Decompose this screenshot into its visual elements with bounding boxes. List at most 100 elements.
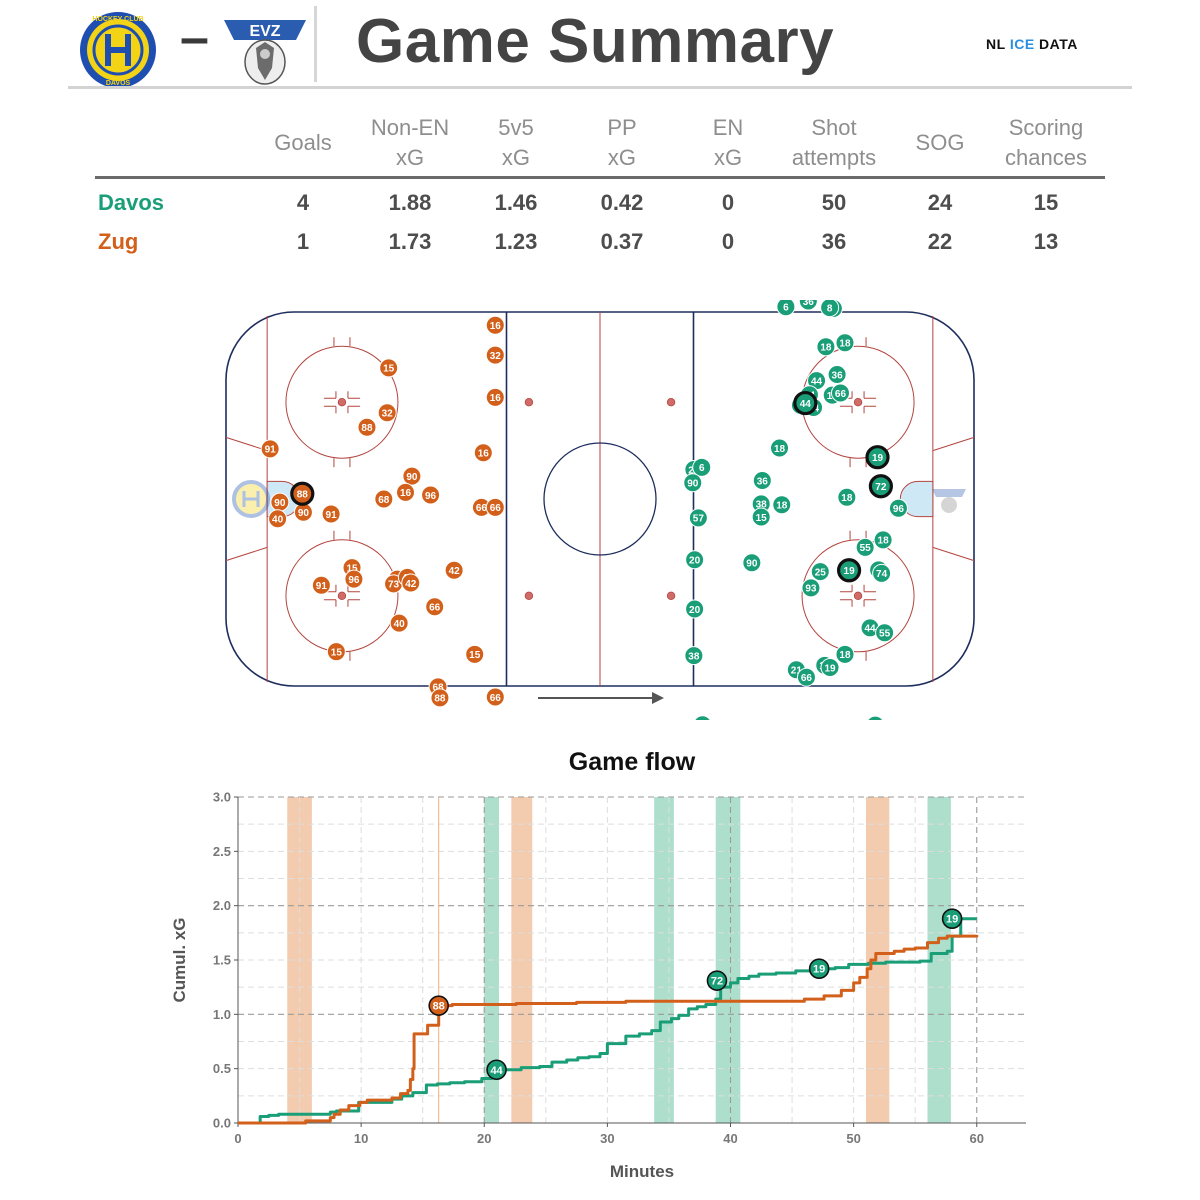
zug-shot-label: 16: [478, 449, 490, 460]
evz-logo: EVZ: [224, 20, 306, 85]
davos-shot: 18: [837, 487, 857, 507]
faceoff-l-mark: [347, 599, 360, 607]
goal-marker-label: 44: [490, 1065, 503, 1077]
davos-shot-label: 57: [693, 514, 705, 525]
zug-shot-circle: [321, 504, 341, 524]
faceoff-l-mark: [323, 599, 337, 607]
zug-shot: 15: [326, 642, 346, 662]
zug-shot-label: 16: [400, 488, 412, 499]
faceoff-l-mark: [840, 584, 853, 593]
x-tick-label: 40: [723, 1131, 737, 1146]
stats-header-rule: [95, 176, 1105, 179]
zug-shot: 66: [425, 597, 445, 617]
davos-shot-circle: [694, 715, 711, 720]
davos-shot-label: 74: [876, 569, 888, 580]
davos-shot: 19: [820, 658, 840, 678]
zug-shot: 66: [485, 497, 505, 517]
davos-shot-circle: [798, 300, 818, 311]
davos-shot: 55: [694, 715, 711, 720]
header-divider: [314, 6, 317, 82]
x-tick-label: 50: [846, 1131, 860, 1146]
zug-shot-circle: [473, 443, 493, 463]
zug-shot-circle: [401, 573, 421, 593]
zug-shot-circle: [485, 687, 505, 707]
davos-shot-label: 90: [746, 559, 758, 570]
zug-shot-circle: [402, 466, 422, 486]
zug-shot-circle: [485, 315, 505, 335]
stats-column-header: PP xG: [607, 115, 637, 170]
zug-shot: 40: [389, 613, 409, 633]
davos-shot-label: 55: [879, 629, 891, 640]
zug-shot: 88: [430, 688, 450, 708]
zug-shot-circle: [344, 569, 364, 589]
davos-shot-label: 38: [688, 651, 700, 662]
hc-davos-logo: HOCKEY CLUB DAVOS: [80, 12, 156, 88]
stats-cell: 1: [296, 229, 310, 254]
game-flow-chart: Game flow 0.0 0.5 1.0 1.5 2.0 2.5 3.0 0 10 20 30 40 5…: [170, 748, 1026, 1181]
davos-shot-circle: [835, 333, 855, 353]
davos-shot-label: 96: [893, 504, 905, 515]
zug-shot-label: 32: [490, 351, 502, 362]
logo-text-top: HOCKEY CLUB: [92, 16, 143, 23]
davos-goal: 72: [868, 474, 893, 499]
faceoff-l-mark: [863, 391, 877, 399]
zug-shot-circle: [260, 439, 280, 459]
stats-column-header: EN xG: [712, 115, 744, 170]
faceoff-dot: [853, 591, 863, 600]
faceoff-l-mark: [840, 405, 853, 414]
davos-shot: 36: [752, 471, 772, 491]
zug-shot-label: 16: [490, 321, 502, 332]
davos-shot-label: 93: [805, 584, 817, 595]
davos-shot: 96: [888, 498, 908, 518]
faceoff-dot: [337, 591, 347, 600]
x-tick-label: 0: [234, 1131, 241, 1146]
zug-shot-label: 96: [425, 491, 437, 502]
faceoff-dot: [666, 397, 676, 407]
davos-shot-label: 18: [774, 444, 786, 455]
zug-shot-label: 66: [476, 503, 488, 514]
davos-goal-label: 19: [844, 566, 856, 577]
faceoff-circle: [801, 539, 915, 653]
zug-shot-label: 32: [382, 409, 394, 420]
davos-shot: 38: [751, 494, 771, 514]
davos-shot-circle: [867, 715, 884, 720]
zug-shot-label: 90: [406, 472, 418, 483]
davos-shot: 66: [830, 383, 850, 403]
davos-shot: 20: [685, 550, 705, 570]
stats-cell: 0.37: [600, 229, 644, 254]
rink-away-logo-banner: [932, 489, 966, 497]
stats-cell: 0: [721, 190, 735, 215]
davos-shot-label: 18: [820, 343, 832, 354]
davos-goal-circle: [868, 474, 893, 499]
davos-shot-circle: [888, 498, 908, 518]
x-tick-label: 60: [970, 1131, 984, 1146]
davos-shot-label: 6: [783, 303, 789, 314]
davos-shot-label: 44: [811, 376, 823, 387]
zug-shot-circle: [311, 575, 331, 595]
davos-shot-circle: [830, 383, 850, 403]
davos-shot-circle: [855, 537, 875, 557]
header-rule: [68, 86, 1132, 89]
chart-title: Game flow: [569, 748, 696, 776]
davos-shot: 25: [810, 562, 830, 582]
davos-goal-label: 44: [800, 399, 812, 410]
zug-shot-circle: [485, 497, 505, 517]
davos-goal-marker: 72: [706, 970, 728, 991]
davos-shot-label: 20: [689, 556, 701, 567]
zug-shot-label: 66: [490, 503, 502, 514]
davos-shot-label: 18: [878, 536, 890, 547]
zug-shot-label: 42: [405, 579, 417, 590]
davos-shot-circle: [873, 530, 893, 550]
zug-shot: 88: [357, 417, 377, 437]
goal-marker-circle: [428, 995, 449, 1016]
davos-shot-circle: [820, 300, 840, 318]
y-axis-label: Cumul. xG: [170, 917, 189, 1002]
zug-shot-circle: [444, 560, 464, 580]
davos-shot: 18: [835, 644, 855, 664]
stats-team-name: Davos: [98, 190, 165, 215]
stats-cell: 0: [721, 229, 735, 254]
brand-ice: ICE: [1009, 36, 1035, 52]
brand-nl: NL: [986, 36, 1010, 52]
davos-shot-label: 8: [827, 303, 833, 314]
team-separator: –: [180, 9, 209, 67]
